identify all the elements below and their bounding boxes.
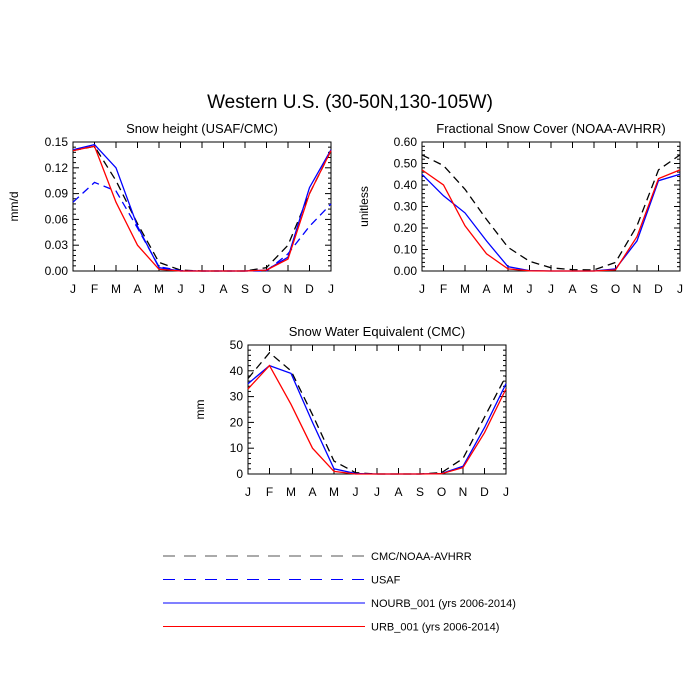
plot-frame: [421, 141, 681, 272]
y-tick-label: 0.03: [45, 238, 69, 252]
y-tick-label: 20: [230, 415, 244, 429]
x-tick-label: J: [503, 485, 509, 499]
x-tick-label: N: [459, 485, 468, 499]
y-tick-label: 0.40: [394, 178, 418, 192]
legend-label: USAF: [371, 575, 401, 587]
figure-title: Western U.S. (30-50N,130-105W): [207, 92, 493, 113]
x-tick-label: M: [154, 282, 164, 296]
x-tick-label: M: [286, 485, 296, 499]
x-tick-label: J: [419, 282, 425, 296]
x-tick-label: F: [440, 282, 447, 296]
y-tick-label: 30: [230, 390, 244, 404]
x-tick-label: A: [219, 282, 227, 296]
x-tick-label: J: [353, 485, 359, 499]
x-tick-label: S: [241, 282, 249, 296]
x-tick-label: J: [374, 485, 380, 499]
y-tick-label: 0.12: [45, 161, 69, 175]
y-axis-label: mm/d: [7, 192, 21, 222]
y-tick-label: 50: [230, 338, 244, 352]
chart-panel-3: Snow Water Equivalent (CMC) 0 10 20 30 40 50 J F…: [193, 324, 509, 499]
x-tick-label: N: [633, 282, 642, 296]
y-tick-label: 0.00: [394, 264, 418, 278]
x-tick-label: A: [568, 282, 576, 296]
y-tick-label: 0.20: [394, 221, 418, 235]
legend-item: CMC/NOAA-AVHRR: [163, 551, 472, 563]
x-tick-label: O: [262, 282, 271, 296]
x-tick-label: A: [394, 485, 402, 499]
x-tick-label: D: [480, 485, 489, 499]
legend-label: URB_001 (yrs 2006-2014): [371, 622, 499, 634]
y-axis-label: unitless: [357, 186, 371, 227]
x-tick-label: J: [527, 282, 533, 296]
y-tick-label: 10: [230, 441, 244, 455]
x-tick-label: M: [503, 282, 513, 296]
y-tick-label: 0.09: [45, 187, 69, 201]
y-axis-label: mm: [193, 400, 207, 420]
x-tick-label: S: [590, 282, 598, 296]
x-tick-label: O: [611, 282, 620, 296]
x-tick-label: J: [178, 282, 184, 296]
x-tick-label: F: [91, 282, 98, 296]
y-tick-label: 0.50: [394, 157, 418, 171]
x-tick-label: J: [199, 282, 205, 296]
x-tick-label: F: [266, 485, 273, 499]
legend-item: URB_001 (yrs 2006-2014): [163, 622, 499, 634]
chart-panels: Snow height (USAF/CMC) 0.00 0.03 0.06 0.09 0.…: [7, 121, 683, 499]
chart-panel-2: Fractional Snow Cover (NOAA-AVHRR) 0.00 0.…: [357, 121, 683, 296]
x-tick-label: S: [416, 485, 424, 499]
panel-title: Snow Water Equivalent (CMC): [289, 324, 466, 339]
series-line-nourb-001: [72, 143, 332, 272]
x-tick-label: J: [245, 485, 251, 499]
x-tick-label: D: [654, 282, 663, 296]
y-tick-label: 0.06: [45, 212, 69, 226]
legend: CMC/NOAA-AVHRR USAF NOURB_001 (yrs 2006-20…: [163, 551, 516, 634]
legend-label: CMC/NOAA-AVHRR: [371, 551, 472, 563]
plot-frame: [72, 141, 332, 272]
legend-label: NOURB_001 (yrs 2006-2014): [371, 598, 516, 610]
series-line-nourb-001: [247, 364, 507, 475]
legend-item: USAF: [163, 575, 401, 587]
x-tick-label: N: [284, 282, 293, 296]
series-line-cmc-noaa-avhrr: [247, 351, 507, 475]
y-tick-label: 0.00: [45, 264, 69, 278]
legend-item: NOURB_001 (yrs 2006-2014): [163, 598, 516, 610]
x-tick-label: J: [70, 282, 76, 296]
x-tick-label: A: [133, 282, 141, 296]
y-tick-label: 40: [230, 364, 244, 378]
x-tick-label: J: [328, 282, 334, 296]
y-tick-label: 0.30: [394, 200, 418, 214]
series-line-cmc-noaa-avhrr: [72, 145, 332, 272]
panel-title: Fractional Snow Cover (NOAA-AVHRR): [436, 121, 665, 136]
series-line-urb-001: [421, 169, 681, 272]
series-line-cmc-noaa-avhrr: [421, 154, 681, 271]
plot-frame: [247, 344, 507, 475]
y-tick-label: 0.60: [394, 135, 418, 149]
x-tick-label: J: [548, 282, 554, 296]
x-tick-label: J: [677, 282, 683, 296]
y-tick-label: 0.10: [394, 243, 418, 257]
x-tick-label: M: [460, 282, 470, 296]
x-tick-label: D: [305, 282, 314, 296]
series-line-urb-001: [72, 145, 332, 272]
x-tick-label: M: [111, 282, 121, 296]
x-tick-label: O: [437, 485, 446, 499]
chart-panel-1: Snow height (USAF/CMC) 0.00 0.03 0.06 0.09 0.…: [7, 121, 334, 296]
x-tick-label: M: [329, 485, 339, 499]
series-line-usaf: [72, 181, 332, 272]
x-tick-label: A: [482, 282, 490, 296]
y-tick-label: 0: [236, 467, 243, 481]
panel-title: Snow height (USAF/CMC): [126, 121, 278, 136]
x-tick-label: A: [308, 485, 316, 499]
y-tick-label: 0.15: [45, 135, 69, 149]
series-line-urb-001: [247, 364, 507, 475]
series-line-nourb-001: [421, 173, 681, 272]
